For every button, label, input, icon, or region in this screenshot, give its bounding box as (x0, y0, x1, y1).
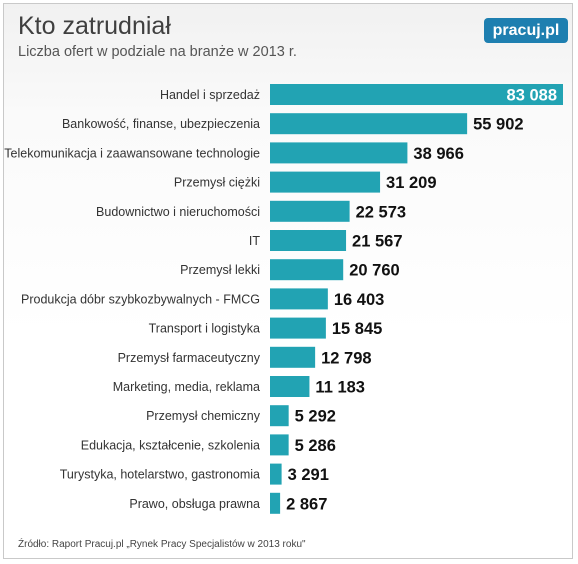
category-label: Handel i sprzedaż (160, 88, 260, 102)
category-label: Marketing, media, reklama (113, 380, 260, 394)
category-label: Turystyka, hotelarstwo, gastronomia (60, 468, 260, 482)
bar-row: Transport i logistyka 15 845 (149, 317, 382, 339)
value-label: 38 966 (413, 145, 463, 163)
category-label: Przemysł lekki (180, 263, 260, 277)
bar-row: Edukacja, kształcenie, szkolenia 5 286 (81, 434, 336, 456)
bar (270, 288, 328, 310)
source-note: Źródło: Raport Pracuj.pl „Rynek Pracy Sp… (18, 539, 306, 550)
bar-row: IT 21 567 (249, 230, 403, 251)
bar-row: Turystyka, hotelarstwo, gastronomia 3 291 (60, 463, 329, 485)
value-label: 5 292 (295, 408, 336, 426)
bar-row: Przemysł ciężki 31 209 (174, 171, 437, 193)
bar (270, 171, 381, 193)
bar (270, 346, 316, 368)
category-label: Transport i logistyka (149, 322, 260, 336)
value-label: 55 902 (473, 116, 523, 134)
value-label: 20 760 (349, 262, 399, 280)
chart-title: Kto zatrudniał (18, 12, 171, 40)
value-label: 5 286 (295, 437, 336, 455)
bar-row: Bankowość, finanse, ubezpieczenia 55 902 (62, 113, 524, 135)
category-label: IT (249, 234, 260, 248)
bar (270, 463, 282, 485)
bar-row: Przemysł chemiczny 5 292 (146, 405, 336, 427)
bar (270, 492, 281, 514)
bar (270, 113, 468, 135)
category-label: Budownictwo i nieruchomości (96, 205, 260, 219)
bar (270, 317, 326, 339)
category-label: Telekomunikacja i zaawansowane technolog… (4, 146, 260, 160)
bar (270, 200, 350, 222)
bar (270, 376, 310, 397)
bar (270, 259, 344, 281)
bar (270, 84, 563, 105)
category-label: Edukacja, kształcenie, szkolenia (81, 438, 260, 452)
category-label: Przemysł chemiczny (146, 409, 261, 423)
chart-subtitle: Liczba ofert w podziale na branże w 2013… (18, 44, 297, 60)
bar (270, 434, 289, 456)
value-label: 2 867 (286, 495, 327, 513)
value-label: 11 183 (315, 379, 365, 397)
bar-row: Budownictwo i nieruchomości 22 573 (96, 200, 406, 222)
value-label: 31 209 (386, 174, 436, 192)
value-label: 22 573 (356, 203, 406, 221)
bar-row: Prawo, obsługa prawna 2 867 (129, 492, 327, 514)
category-label: Przemysł ciężki (174, 176, 260, 190)
value-label: 83 088 (507, 87, 557, 105)
value-label: 21 567 (352, 233, 402, 251)
category-label: Prawo, obsługa prawna (129, 497, 260, 511)
bar-row: Marketing, media, reklama 11 183 (113, 376, 365, 397)
category-label: Bankowość, finanse, ubezpieczenia (62, 117, 260, 131)
bar-row: Handel i sprzedaż 83 088 (160, 84, 563, 105)
category-label: Przemysł farmaceutyczny (118, 351, 261, 365)
pracuj-logo: pracuj.pl (484, 18, 568, 43)
bar (270, 405, 289, 427)
bar-row: Przemysł farmaceutyczny 12 798 (118, 346, 372, 368)
value-label: 12 798 (321, 349, 371, 367)
bar-row: Produkcja dóbr szybkozbywalnych - FMCG 16… (21, 288, 384, 310)
bar (270, 230, 347, 251)
bar-row: Przemysł lekki 20 760 (180, 259, 400, 281)
value-label: 15 845 (332, 320, 382, 338)
value-label: 3 291 (288, 466, 329, 484)
category-label: Produkcja dóbr szybkozbywalnych - FMCG (21, 292, 260, 306)
value-label: 16 403 (334, 291, 384, 309)
bar-row: Telekomunikacja i zaawansowane technolog… (4, 142, 464, 164)
bar (270, 142, 408, 164)
